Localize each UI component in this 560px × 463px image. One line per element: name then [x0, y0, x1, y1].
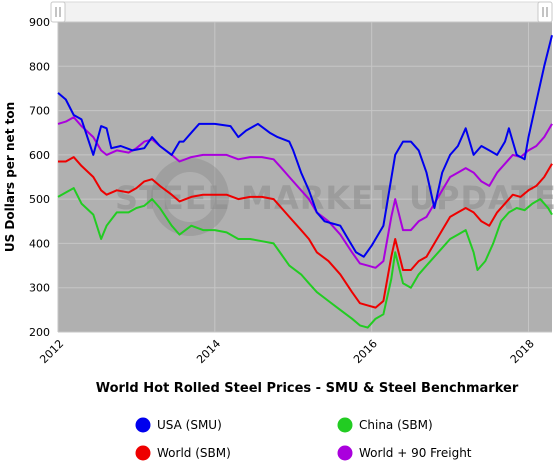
series-line-world-sbm [58, 156, 553, 309]
y-axis-label: US Dollars per net ton [3, 102, 17, 252]
legend-label: China (SBM) [359, 418, 433, 432]
chart-title: World Hot Rolled Steel Prices - SMU & St… [96, 381, 519, 396]
legend-marker [135, 445, 151, 461]
y-axis-ticks: 200 300 400 500 600 700 800 900 [29, 16, 50, 339]
x-tick-label: 2014 [194, 337, 223, 366]
legend-item[interactable]: USA (SMU) [135, 417, 222, 433]
y-tick-label: 400 [29, 237, 50, 250]
x-tick-label: 2012 [37, 337, 66, 366]
legend-marker [337, 445, 353, 461]
y-tick-label: 500 [29, 193, 50, 206]
legend-label: USA (SMU) [157, 418, 222, 432]
x-axis-ticks: 2012 2014 2016 2018 [37, 337, 536, 366]
legend-marker [337, 417, 353, 433]
y-tick-label: 200 [29, 326, 50, 339]
legend-item[interactable]: World (SBM) [135, 445, 231, 461]
series-line-world-90-freight [57, 116, 553, 269]
series-lines [57, 35, 553, 329]
legend: USA (SMU) China (SBM) World (SBM) World + 9… [135, 417, 472, 461]
navigator-handle-left[interactable] [50, 1, 66, 23]
legend-marker [135, 417, 151, 433]
series-line-china-sbm [57, 187, 553, 329]
x-tick-label: 2018 [508, 337, 537, 366]
y-tick-label: 900 [29, 16, 50, 29]
legend-label: World (SBM) [157, 446, 231, 460]
y-tick-label: 800 [29, 60, 50, 73]
navigator-handle-right[interactable] [537, 1, 553, 23]
y-tick-label: 300 [29, 282, 50, 295]
series-line-usa-smu [57, 35, 553, 258]
y-tick-label: 600 [29, 149, 50, 162]
navigator-bar[interactable] [57, 1, 553, 23]
legend-item[interactable]: China (SBM) [337, 417, 433, 433]
x-tick-label: 2016 [351, 337, 380, 366]
legend-item[interactable]: World + 90 Freight [337, 445, 472, 461]
y-tick-label: 700 [29, 105, 50, 118]
legend-label: World + 90 Freight [359, 446, 472, 460]
